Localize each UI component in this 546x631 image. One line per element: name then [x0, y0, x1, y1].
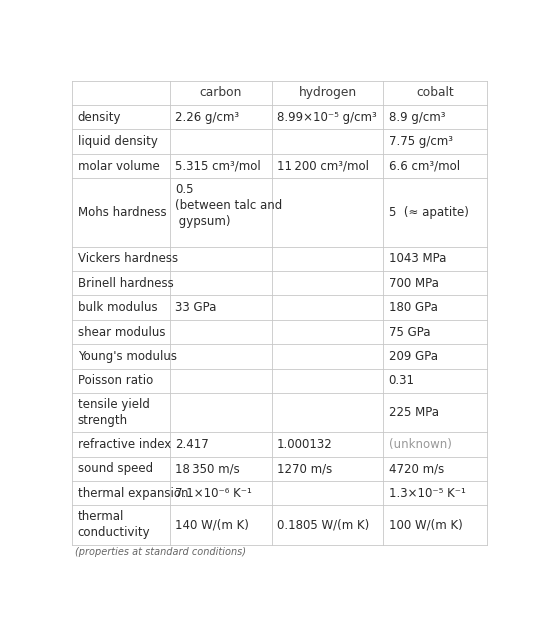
Text: Young's modulus: Young's modulus [78, 350, 176, 363]
Text: liquid density: liquid density [78, 135, 157, 148]
Text: molar volume: molar volume [78, 160, 159, 172]
Text: 225 MPa: 225 MPa [389, 406, 438, 419]
Text: thermal expansion: thermal expansion [78, 487, 188, 500]
Text: 5  (≈ apatite): 5 (≈ apatite) [389, 206, 468, 219]
Text: tensile yield
strength: tensile yield strength [78, 398, 150, 427]
Text: 2.26 g/cm³: 2.26 g/cm³ [175, 110, 239, 124]
Text: 8.9 g/cm³: 8.9 g/cm³ [389, 110, 445, 124]
Text: 0.1805 W/(m K): 0.1805 W/(m K) [277, 519, 369, 531]
Text: 5.315 cm³/mol: 5.315 cm³/mol [175, 160, 261, 172]
Text: 11 200 cm³/mol: 11 200 cm³/mol [277, 160, 369, 172]
Text: shear modulus: shear modulus [78, 326, 165, 339]
Text: 6.6 cm³/mol: 6.6 cm³/mol [389, 160, 460, 172]
Text: Mohs hardness: Mohs hardness [78, 206, 166, 219]
Text: 180 GPa: 180 GPa [389, 301, 437, 314]
Text: cobalt: cobalt [417, 86, 454, 99]
Text: 700 MPa: 700 MPa [389, 277, 438, 290]
Text: density: density [78, 110, 121, 124]
Text: 4720 m/s: 4720 m/s [389, 463, 444, 475]
Text: thermal
conductivity: thermal conductivity [78, 510, 150, 540]
Text: 7.75 g/cm³: 7.75 g/cm³ [389, 135, 453, 148]
Text: 1043 MPa: 1043 MPa [389, 252, 446, 265]
Text: Brinell hardness: Brinell hardness [78, 277, 173, 290]
Text: carbon: carbon [199, 86, 242, 99]
Text: 7.1×10⁻⁶ K⁻¹: 7.1×10⁻⁶ K⁻¹ [175, 487, 252, 500]
Text: hydrogen: hydrogen [299, 86, 357, 99]
Text: 0.5
(between talc and
 gypsum): 0.5 (between talc and gypsum) [175, 183, 282, 228]
Text: 2.417: 2.417 [175, 438, 209, 451]
Text: 18 350 m/s: 18 350 m/s [175, 463, 240, 475]
Text: 1270 m/s: 1270 m/s [277, 463, 332, 475]
Text: (unknown): (unknown) [389, 438, 452, 451]
Text: (properties at standard conditions): (properties at standard conditions) [75, 547, 246, 557]
Text: bulk modulus: bulk modulus [78, 301, 157, 314]
Text: Vickers hardness: Vickers hardness [78, 252, 177, 265]
Text: sound speed: sound speed [78, 463, 153, 475]
Text: 100 W/(m K): 100 W/(m K) [389, 519, 462, 531]
Text: refractive index: refractive index [78, 438, 171, 451]
Text: 75 GPa: 75 GPa [389, 326, 430, 339]
Text: 8.99×10⁻⁵ g/cm³: 8.99×10⁻⁵ g/cm³ [277, 110, 376, 124]
Text: 1.000132: 1.000132 [277, 438, 333, 451]
Text: Poisson ratio: Poisson ratio [78, 374, 153, 387]
Text: 1.3×10⁻⁵ K⁻¹: 1.3×10⁻⁵ K⁻¹ [389, 487, 465, 500]
Text: 140 W/(m K): 140 W/(m K) [175, 519, 249, 531]
Text: 0.31: 0.31 [389, 374, 414, 387]
Text: 209 GPa: 209 GPa [389, 350, 437, 363]
Text: 33 GPa: 33 GPa [175, 301, 216, 314]
